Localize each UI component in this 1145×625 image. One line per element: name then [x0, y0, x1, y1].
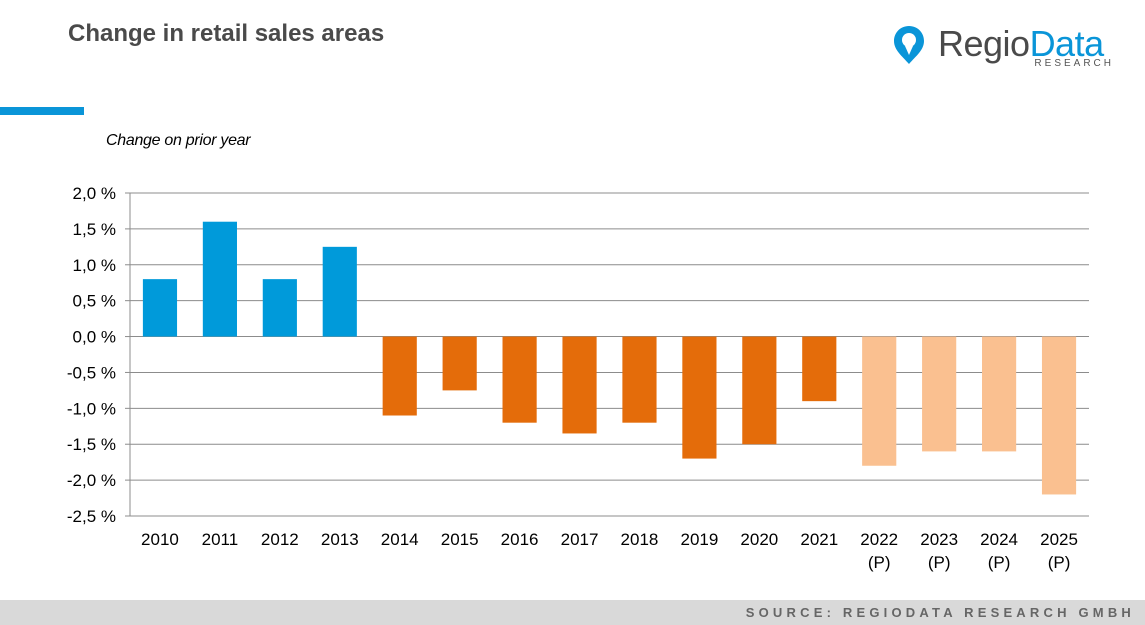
x-tick-label: (P)	[988, 553, 1011, 572]
x-tick-label: (P)	[868, 553, 891, 572]
bar	[562, 336, 597, 434]
bar	[1041, 336, 1077, 495]
bar	[622, 336, 657, 423]
bar	[802, 336, 837, 402]
bar	[142, 279, 178, 337]
bar	[742, 336, 777, 445]
bar	[382, 336, 417, 416]
x-tick-label: 2024	[980, 530, 1018, 549]
source-note: SOURCE: REGIODATA RESEARCH GMBH	[745, 605, 1135, 620]
logo-subtitle: RESEARCH	[1034, 58, 1114, 69]
bar	[262, 279, 297, 337]
y-tick-label: -1,0 %	[67, 399, 116, 418]
x-tick-label: 2011	[202, 530, 239, 549]
x-tick-label: 2025	[1040, 530, 1078, 549]
logo-name: RegioData	[938, 22, 1104, 66]
bar	[862, 336, 897, 466]
page-title: Change in retail sales areas	[68, 20, 385, 47]
y-tick-label: 0,5 %	[73, 292, 116, 311]
logo-name-part2: Data	[1029, 23, 1105, 64]
x-tick-label: 2016	[501, 530, 539, 549]
y-tick-label: 2,0 %	[73, 184, 116, 203]
accent-bar	[0, 107, 84, 115]
x-tick-label: 2023	[920, 530, 958, 549]
map-pin-icon	[892, 24, 926, 71]
x-tick-label: 2012	[261, 530, 299, 549]
x-tick-label: 2013	[321, 530, 359, 549]
bar-chart: 2,0 % 1,5 % 1,0 % 0,5 % 0,0 % -0,5 % -1,0 % -1,…	[67, 184, 1089, 572]
regiodata-logo: RegioData RESEARCH	[892, 22, 1122, 72]
bar	[322, 246, 357, 337]
x-tick-label: 2015	[441, 530, 479, 549]
bar	[922, 336, 957, 452]
logo-name-part1: Regio	[938, 23, 1030, 64]
y-tick-label: -1,5 %	[67, 435, 116, 454]
x-tick-label: 2010	[141, 530, 179, 549]
bar	[202, 221, 237, 337]
y-tick-label: -2,0 %	[67, 471, 116, 490]
x-tick-label: 2022	[860, 530, 898, 549]
x-tick-label: (P)	[1048, 553, 1071, 572]
footer-bar: SOURCE: REGIODATA RESEARCH GMBH	[0, 600, 1145, 625]
y-tick-label: -0,5 %	[67, 363, 116, 382]
x-tick-label: 2018	[621, 530, 659, 549]
x-tick-label: 2014	[381, 530, 419, 549]
y-tick-label: 1,0 %	[73, 256, 116, 275]
bar	[442, 336, 477, 391]
x-tick-label: 2017	[561, 530, 599, 549]
y-tick-label: 0,0 %	[73, 328, 116, 347]
bar	[502, 336, 537, 423]
x-tick-label: 2020	[740, 530, 778, 549]
x-tick-label: 2021	[800, 530, 838, 549]
x-tick-label: 2019	[680, 530, 718, 549]
y-tick-label: 1,5 %	[73, 220, 116, 239]
y-tick-label: -2,5 %	[67, 507, 116, 526]
bar	[982, 336, 1017, 452]
x-tick-label: (P)	[928, 553, 951, 572]
chart-subtitle: Change on prior year	[106, 132, 251, 149]
bar	[682, 336, 717, 459]
